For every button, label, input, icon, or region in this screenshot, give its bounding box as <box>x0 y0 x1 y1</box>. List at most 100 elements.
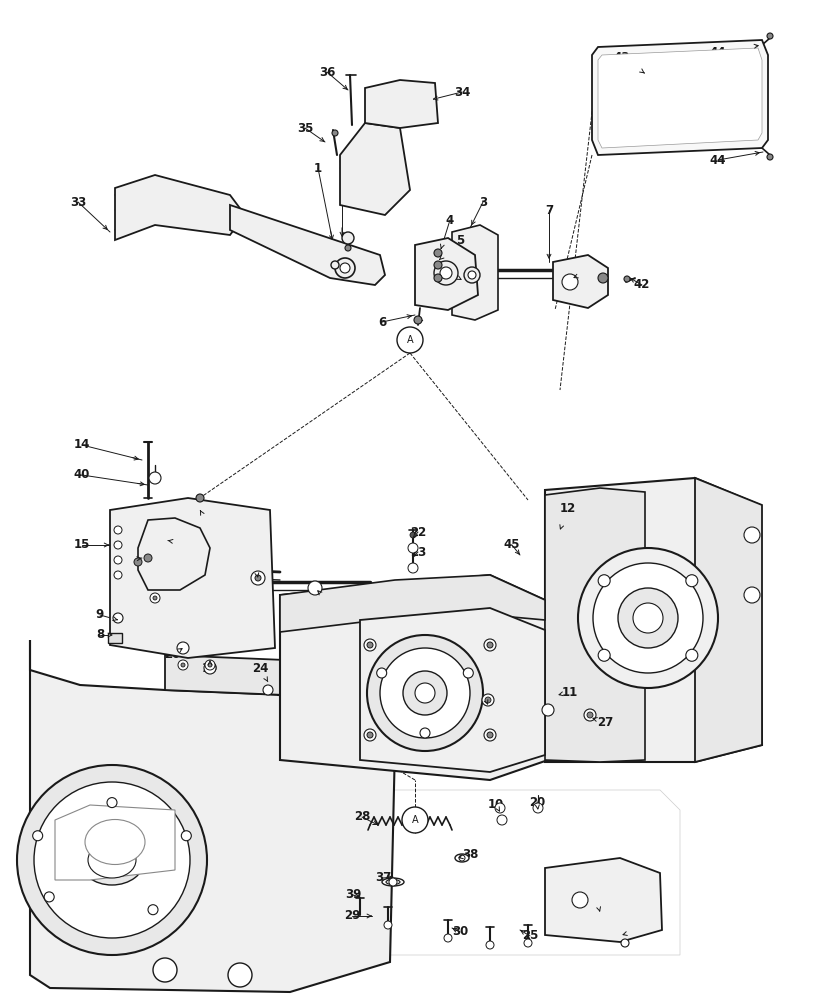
Circle shape <box>486 642 492 648</box>
Circle shape <box>440 267 451 279</box>
Circle shape <box>383 921 391 929</box>
Text: 17: 17 <box>200 518 216 532</box>
Circle shape <box>459 855 464 861</box>
Text: 25: 25 <box>521 929 537 942</box>
Circle shape <box>153 958 177 982</box>
Circle shape <box>743 527 759 543</box>
Text: 14: 14 <box>74 438 90 452</box>
Text: 5: 5 <box>455 233 464 246</box>
Circle shape <box>228 963 251 987</box>
Polygon shape <box>597 48 761 148</box>
Text: 18: 18 <box>184 538 201 552</box>
Text: 2: 2 <box>337 159 346 172</box>
Circle shape <box>113 613 123 623</box>
Text: 43: 43 <box>613 51 630 64</box>
Ellipse shape <box>382 878 404 886</box>
Text: 1: 1 <box>314 162 322 175</box>
Circle shape <box>766 33 772 39</box>
Circle shape <box>17 765 206 955</box>
Circle shape <box>144 554 152 562</box>
Circle shape <box>396 327 423 353</box>
Text: 21: 21 <box>316 591 333 604</box>
Text: 37: 37 <box>374 871 391 884</box>
Circle shape <box>114 541 122 549</box>
Circle shape <box>364 639 376 651</box>
Text: 24: 24 <box>251 662 268 674</box>
Circle shape <box>204 662 215 674</box>
Circle shape <box>33 831 43 841</box>
Text: 33: 33 <box>70 196 86 209</box>
Text: 8: 8 <box>96 628 104 642</box>
Text: 16: 16 <box>120 554 136 566</box>
Polygon shape <box>229 205 385 285</box>
Circle shape <box>133 558 142 566</box>
Circle shape <box>208 663 212 667</box>
Circle shape <box>178 660 188 670</box>
Circle shape <box>410 532 415 538</box>
Circle shape <box>402 671 446 715</box>
Text: 25: 25 <box>476 692 492 704</box>
Circle shape <box>496 815 506 825</box>
Circle shape <box>342 232 354 244</box>
Circle shape <box>597 273 607 283</box>
Circle shape <box>523 939 532 947</box>
Text: 11: 11 <box>561 686 577 698</box>
Text: 39: 39 <box>345 888 360 902</box>
Circle shape <box>419 728 429 738</box>
Circle shape <box>620 939 628 947</box>
Circle shape <box>332 130 337 136</box>
Text: 31: 31 <box>623 925 640 938</box>
Circle shape <box>177 642 188 654</box>
Polygon shape <box>115 175 245 240</box>
Text: 6: 6 <box>378 316 386 328</box>
Circle shape <box>388 878 396 886</box>
Circle shape <box>766 154 772 160</box>
Circle shape <box>532 803 542 813</box>
Ellipse shape <box>88 842 136 878</box>
Circle shape <box>335 258 355 278</box>
Circle shape <box>106 798 117 808</box>
Text: 45: 45 <box>503 538 519 552</box>
Circle shape <box>541 704 554 716</box>
Text: 36: 36 <box>319 66 335 79</box>
Text: 15: 15 <box>74 538 90 552</box>
Circle shape <box>308 581 322 595</box>
Circle shape <box>433 261 458 285</box>
Polygon shape <box>165 655 395 745</box>
Circle shape <box>364 729 376 741</box>
Circle shape <box>150 593 160 603</box>
Text: 20: 20 <box>528 795 545 808</box>
Circle shape <box>592 563 702 673</box>
Text: 10: 10 <box>201 662 218 674</box>
Circle shape <box>44 892 54 902</box>
Circle shape <box>561 274 577 290</box>
Text: 28: 28 <box>353 810 369 823</box>
Text: 44: 44 <box>709 154 726 167</box>
Circle shape <box>685 575 697 587</box>
Polygon shape <box>451 225 497 320</box>
Circle shape <box>597 575 609 587</box>
Circle shape <box>618 588 677 648</box>
Polygon shape <box>414 238 477 310</box>
Circle shape <box>632 603 663 633</box>
Circle shape <box>468 271 475 279</box>
Circle shape <box>340 263 350 273</box>
Circle shape <box>147 905 158 915</box>
Polygon shape <box>695 478 761 762</box>
Circle shape <box>414 683 434 703</box>
Circle shape <box>181 831 191 841</box>
Text: 41: 41 <box>588 261 604 274</box>
Circle shape <box>577 548 717 688</box>
Circle shape <box>367 642 373 648</box>
Circle shape <box>196 494 204 502</box>
Circle shape <box>401 807 428 833</box>
Text: A: A <box>411 815 418 825</box>
Polygon shape <box>545 478 761 762</box>
Circle shape <box>263 685 273 695</box>
Polygon shape <box>300 790 679 955</box>
Text: 19: 19 <box>247 558 263 572</box>
Circle shape <box>367 635 482 751</box>
Circle shape <box>345 245 351 251</box>
Circle shape <box>586 712 592 718</box>
Polygon shape <box>279 575 547 780</box>
